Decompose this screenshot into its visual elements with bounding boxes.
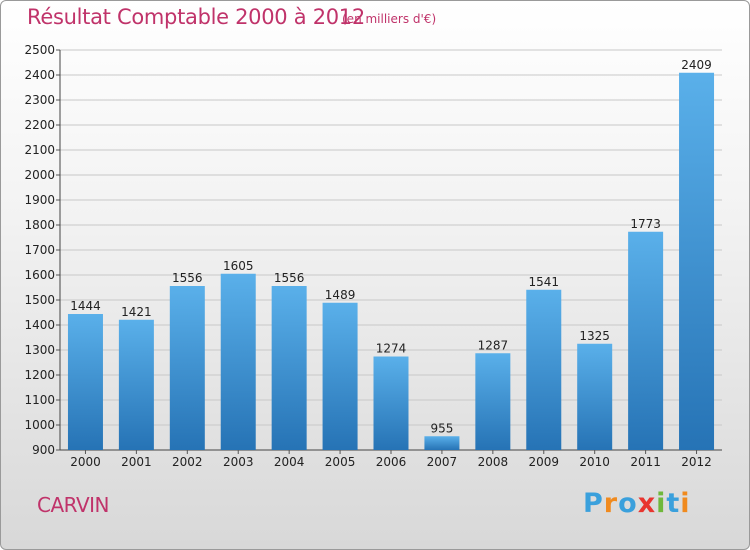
y-tick-label: 1400 <box>24 318 55 332</box>
labels: 1444 1421 1556 1605 1556 1489 1274 955 1287 1541 1… <box>70 58 712 436</box>
x-tick-label: 2007 <box>427 455 458 469</box>
data-label: 1541 <box>528 275 559 289</box>
bar[interactable] <box>577 343 613 450</box>
y-tick-label: 1700 <box>24 243 55 257</box>
bar[interactable] <box>679 72 715 450</box>
x-tick-label: 2005 <box>325 455 356 469</box>
x-tick-label: 2004 <box>274 455 305 469</box>
x-tick-label: 2008 <box>478 455 509 469</box>
y-tick-label: 1200 <box>24 368 55 382</box>
y-tick-label: 2000 <box>24 168 55 182</box>
y-tick-label: 1300 <box>24 343 55 357</box>
y-tick-label: 2200 <box>24 118 55 132</box>
bar[interactable] <box>526 289 562 450</box>
chart-subtitle: (en milliers d'€) <box>342 12 437 26</box>
bar[interactable] <box>322 302 358 450</box>
data-label: 1274 <box>376 342 407 356</box>
y-tick-label: 1600 <box>24 268 55 282</box>
bar[interactable] <box>67 314 103 450</box>
x-tick-label: 2012 <box>681 455 712 469</box>
x-tick-label: 2011 <box>630 455 661 469</box>
logo-letter: x <box>637 488 657 519</box>
chart-title: Résultat Comptable 2000 à 2012 <box>27 5 365 29</box>
bar[interactable] <box>271 286 307 450</box>
data-label: 1489 <box>325 288 356 302</box>
bar[interactable] <box>118 319 154 450</box>
bar[interactable] <box>373 356 409 451</box>
y-tick-label: 1000 <box>24 418 55 432</box>
x-tick-label: 2000 <box>70 455 101 469</box>
data-label: 1773 <box>630 217 661 231</box>
logo-letter: t <box>666 488 681 519</box>
proxiti-logo[interactable]: Proxiti <box>583 488 691 519</box>
x-tick-label: 2003 <box>223 455 254 469</box>
y-tick-label: 900 <box>32 443 55 457</box>
y-tick-label: 1900 <box>24 193 55 207</box>
data-label: 1556 <box>274 271 305 285</box>
logo-letter: P <box>583 488 604 519</box>
y-tick-label: 1500 <box>24 293 55 307</box>
y-tick-label: 2400 <box>24 68 55 82</box>
data-label: 1325 <box>579 329 610 343</box>
x-tick-label: 2002 <box>172 455 203 469</box>
x-tick-label: 2009 <box>528 455 559 469</box>
logo-letter: r <box>603 488 619 519</box>
y-tick-label: 2500 <box>24 43 55 57</box>
bar[interactable] <box>475 353 511 450</box>
bar[interactable] <box>424 436 460 450</box>
commune-name: CARVIN <box>37 493 110 517</box>
y-tick-label: 2300 <box>24 93 55 107</box>
data-label: 1421 <box>121 305 152 319</box>
logo-letter: i <box>680 488 691 519</box>
logo-letter: o <box>618 488 638 519</box>
bar[interactable] <box>220 273 256 450</box>
y-tick-label: 2100 <box>24 143 55 157</box>
data-label: 1444 <box>70 299 101 313</box>
x-tick-label: 2006 <box>376 455 407 469</box>
data-label: 1605 <box>223 259 254 273</box>
data-label: 1556 <box>172 271 203 285</box>
data-label: 955 <box>430 421 453 435</box>
logo-letter: i <box>656 488 667 519</box>
data-label: 1287 <box>478 338 509 352</box>
y-tick-label: 1800 <box>24 218 55 232</box>
bar[interactable] <box>169 286 205 450</box>
x-tick-label: 2001 <box>121 455 152 469</box>
bars <box>67 72 715 451</box>
bar[interactable] <box>628 231 664 450</box>
y-tick-label: 1100 <box>24 393 55 407</box>
x-tick-label: 2010 <box>579 455 610 469</box>
data-label: 2409 <box>681 58 712 72</box>
